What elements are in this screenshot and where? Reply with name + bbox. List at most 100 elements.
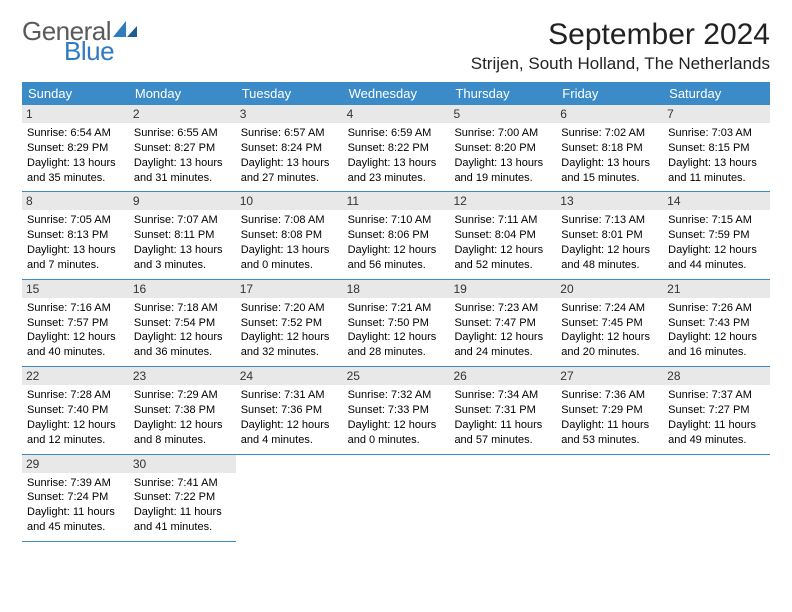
day-header: Wednesday (343, 82, 450, 105)
day-details: Sunrise: 7:16 AMSunset: 7:57 PMDaylight:… (27, 301, 124, 360)
day-number: 30 (129, 455, 236, 473)
calendar-day: 14 Sunrise: 7:15 AMSunset: 7:59 PMDayligh… (663, 192, 770, 278)
calendar-day: 3 Sunrise: 6:57 AMSunset: 8:24 PMDaylight… (236, 105, 343, 191)
calendar: SundayMondayTuesdayWednesdayThursdayFrid… (22, 82, 770, 542)
calendar-week: 15Sunrise: 7:16 AMSunset: 7:57 PMDayligh… (22, 280, 770, 367)
day-number: 22 (22, 367, 129, 385)
day-number: 16 (129, 280, 236, 298)
calendar-day: 19Sunrise: 7:23 AMSunset: 7:47 PMDayligh… (449, 280, 556, 366)
calendar-day: 20 Sunrise: 7:24 AMSunset: 7:45 PMDayligh… (556, 280, 663, 366)
day-details: Sunrise: 7:23 AMSunset: 7:47 PMDaylight:… (454, 301, 551, 360)
day-details: Sunrise: 7:37 AMSunset: 7:27 PMDaylight:… (668, 388, 765, 447)
calendar-week: 8 Sunrise: 7:05 AMSunset: 8:13 PMDaylight… (22, 192, 770, 279)
calendar-day: 7 Sunrise: 7:03 AMSunset: 8:15 PMDaylight… (663, 105, 770, 191)
day-details: Sunrise: 7:11 AMSunset: 8:04 PMDaylight:… (454, 213, 551, 272)
day-details: Sunrise: 7:24 AMSunset: 7:45 PMDaylight:… (561, 301, 658, 360)
day-number: 13 (556, 192, 663, 210)
day-details: Sunrise: 7:39 AMSunset: 7:24 PMDaylight:… (27, 476, 124, 535)
day-details: Sunrise: 7:32 AMSunset: 7:33 PMDaylight:… (348, 388, 445, 447)
day-number: 14 (663, 192, 770, 210)
calendar-day: 17 Sunrise: 7:20 AMSunset: 7:52 PMDayligh… (236, 280, 343, 366)
day-number: 23 (129, 367, 236, 385)
calendar-day: 21Sunrise: 7:26 AMSunset: 7:43 PMDayligh… (663, 280, 770, 366)
calendar-day: 25 Sunrise: 7:32 AMSunset: 7:33 PMDayligh… (343, 367, 450, 453)
calendar-day: 4 Sunrise: 6:59 AMSunset: 8:22 PMDaylight… (343, 105, 450, 191)
day-header: Saturday (663, 82, 770, 105)
calendar-day: 24 Sunrise: 7:31 AMSunset: 7:36 PMDayligh… (236, 367, 343, 453)
day-details: Sunrise: 7:20 AMSunset: 7:52 PMDaylight:… (241, 301, 338, 360)
day-details: Sunrise: 7:08 AMSunset: 8:08 PMDaylight:… (241, 213, 338, 272)
day-details: Sunrise: 7:05 AMSunset: 8:13 PMDaylight:… (27, 213, 124, 272)
calendar-day: 10Sunrise: 7:08 AMSunset: 8:08 PMDayligh… (236, 192, 343, 278)
day-number: 17 (236, 280, 343, 298)
calendar-day-empty (236, 455, 343, 542)
day-details: Sunrise: 6:57 AMSunset: 8:24 PMDaylight:… (241, 126, 338, 185)
calendar-day-empty (556, 455, 663, 542)
calendar-day: 26 Sunrise: 7:34 AMSunset: 7:31 PMDayligh… (449, 367, 556, 453)
calendar-week: 1 Sunrise: 6:54 AMSunset: 8:29 PMDaylight… (22, 105, 770, 192)
calendar-day: 11 Sunrise: 7:10 AMSunset: 8:06 PMDayligh… (343, 192, 450, 278)
calendar-day: 30 Sunrise: 7:41 AMSunset: 7:22 PMDayligh… (129, 455, 236, 542)
day-details: Sunrise: 7:03 AMSunset: 8:15 PMDaylight:… (668, 126, 765, 185)
calendar-day: 1 Sunrise: 6:54 AMSunset: 8:29 PMDaylight… (22, 105, 129, 191)
day-number: 2 (129, 105, 236, 123)
title-block: September 2024 Strijen, South Holland, T… (471, 18, 770, 74)
day-number: 25 (343, 367, 450, 385)
calendar-day-empty (343, 455, 450, 542)
logo: General Blue (22, 18, 139, 64)
day-number: 8 (22, 192, 129, 210)
day-details: Sunrise: 7:28 AMSunset: 7:40 PMDaylight:… (27, 388, 124, 447)
day-header: Monday (129, 82, 236, 105)
day-header: Tuesday (236, 82, 343, 105)
calendar-day: 6Sunrise: 7:02 AMSunset: 8:18 PMDaylight… (556, 105, 663, 191)
day-number: 12 (449, 192, 556, 210)
day-details: Sunrise: 7:02 AMSunset: 8:18 PMDaylight:… (561, 126, 658, 185)
day-details: Sunrise: 7:18 AMSunset: 7:54 PMDaylight:… (134, 301, 231, 360)
day-number: 4 (343, 105, 450, 123)
header: General Blue September 2024 Strijen, Sou… (22, 18, 770, 74)
calendar-day: 27Sunrise: 7:36 AMSunset: 7:29 PMDayligh… (556, 367, 663, 453)
day-number: 7 (663, 105, 770, 123)
day-details: Sunrise: 7:34 AMSunset: 7:31 PMDaylight:… (454, 388, 551, 447)
calendar-day: 15Sunrise: 7:16 AMSunset: 7:57 PMDayligh… (22, 280, 129, 366)
calendar-week: 29 Sunrise: 7:39 AMSunset: 7:24 PMDayligh… (22, 455, 770, 542)
calendar-day-empty (449, 455, 556, 542)
day-number: 20 (556, 280, 663, 298)
month-title: September 2024 (471, 18, 770, 52)
calendar-day: 18 Sunrise: 7:21 AMSunset: 7:50 PMDayligh… (343, 280, 450, 366)
day-details: Sunrise: 7:13 AMSunset: 8:01 PMDaylight:… (561, 213, 658, 272)
calendar-day: 2 Sunrise: 6:55 AMSunset: 8:27 PMDaylight… (129, 105, 236, 191)
day-headers-row: SundayMondayTuesdayWednesdayThursdayFrid… (22, 82, 770, 105)
logo-text-blue: Blue (64, 38, 139, 64)
calendar-day: 13 Sunrise: 7:13 AMSunset: 8:01 PMDayligh… (556, 192, 663, 278)
day-details: Sunrise: 7:41 AMSunset: 7:22 PMDaylight:… (134, 476, 231, 535)
day-details: Sunrise: 7:31 AMSunset: 7:36 PMDaylight:… (241, 388, 338, 447)
day-details: Sunrise: 6:59 AMSunset: 8:22 PMDaylight:… (348, 126, 445, 185)
day-header: Thursday (449, 82, 556, 105)
calendar-day: 22 Sunrise: 7:28 AMSunset: 7:40 PMDayligh… (22, 367, 129, 453)
day-number: 24 (236, 367, 343, 385)
day-header: Sunday (22, 82, 129, 105)
location: Strijen, South Holland, The Netherlands (471, 54, 770, 74)
day-number: 29 (22, 455, 129, 473)
day-details: Sunrise: 7:00 AMSunset: 8:20 PMDaylight:… (454, 126, 551, 185)
day-details: Sunrise: 7:10 AMSunset: 8:06 PMDaylight:… (348, 213, 445, 272)
day-number: 1 (22, 105, 129, 123)
day-number: 5 (449, 105, 556, 123)
calendar-day: 29 Sunrise: 7:39 AMSunset: 7:24 PMDayligh… (22, 455, 129, 542)
calendar-day: 8 Sunrise: 7:05 AMSunset: 8:13 PMDaylight… (22, 192, 129, 278)
day-number: 21 (663, 280, 770, 298)
day-number: 18 (343, 280, 450, 298)
day-number: 28 (663, 367, 770, 385)
day-details: Sunrise: 7:15 AMSunset: 7:59 PMDaylight:… (668, 213, 765, 272)
day-details: Sunrise: 6:55 AMSunset: 8:27 PMDaylight:… (134, 126, 231, 185)
calendar-day: 12 Sunrise: 7:11 AMSunset: 8:04 PMDayligh… (449, 192, 556, 278)
day-details: Sunrise: 6:54 AMSunset: 8:29 PMDaylight:… (27, 126, 124, 185)
day-details: Sunrise: 7:21 AMSunset: 7:50 PMDaylight:… (348, 301, 445, 360)
day-number: 11 (343, 192, 450, 210)
day-number: 9 (129, 192, 236, 210)
day-number: 26 (449, 367, 556, 385)
calendar-day: 28 Sunrise: 7:37 AMSunset: 7:27 PMDayligh… (663, 367, 770, 453)
day-number: 3 (236, 105, 343, 123)
day-details: Sunrise: 7:36 AMSunset: 7:29 PMDaylight:… (561, 388, 658, 447)
